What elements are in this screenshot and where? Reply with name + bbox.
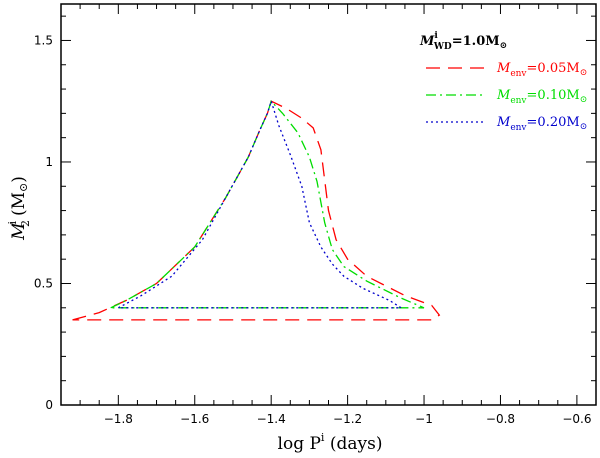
y-tick-label: 1: [45, 155, 53, 169]
axis-ticks: −1.8 −1.6 −1.4 −1.2 −1 −0.8 −0.6 0 0.5 1 1.5: [34, 4, 597, 426]
plot-frame: [60, 3, 597, 406]
series-line-1: [110, 99, 425, 309]
y-tick-label: 0: [45, 398, 53, 412]
legend-label-2: Menv=0.20M⊙: [496, 115, 587, 133]
legend: Mi WD=1.0M⊙ Menv=0.05M⊙Menv=0.10M⊙Menv=0.…: [419, 31, 587, 133]
legend-header: Mi WD=1.0M⊙: [419, 31, 507, 52]
legend-label-0: Menv=0.05M⊙: [496, 61, 587, 79]
y-axis-title: Mi2(M⊙): [6, 176, 32, 241]
series-line-2: [117, 99, 404, 309]
x-tick-label: −1.4: [257, 412, 286, 426]
x-tick-label: −1.8: [104, 412, 133, 426]
x-tick-label: −1.2: [333, 412, 362, 426]
x-tick-label: −0.8: [486, 412, 515, 426]
series-line-0: [72, 100, 441, 321]
x-tick-label: −1.6: [180, 412, 209, 426]
y-tick-label: 1.5: [34, 33, 53, 47]
legend-entries: Menv=0.05M⊙ Menv=0.10M⊙ Menv=0.20M⊙: [426, 61, 587, 133]
x-axis-title: log Pi (days): [278, 431, 383, 454]
legend-label-1: Menv=0.10M⊙: [496, 88, 587, 106]
x-tick-label: −1: [415, 412, 433, 426]
y-tick-label: 0.5: [34, 276, 53, 290]
x-tick-label: −0.6: [562, 412, 591, 426]
series-layer: [72, 99, 441, 321]
